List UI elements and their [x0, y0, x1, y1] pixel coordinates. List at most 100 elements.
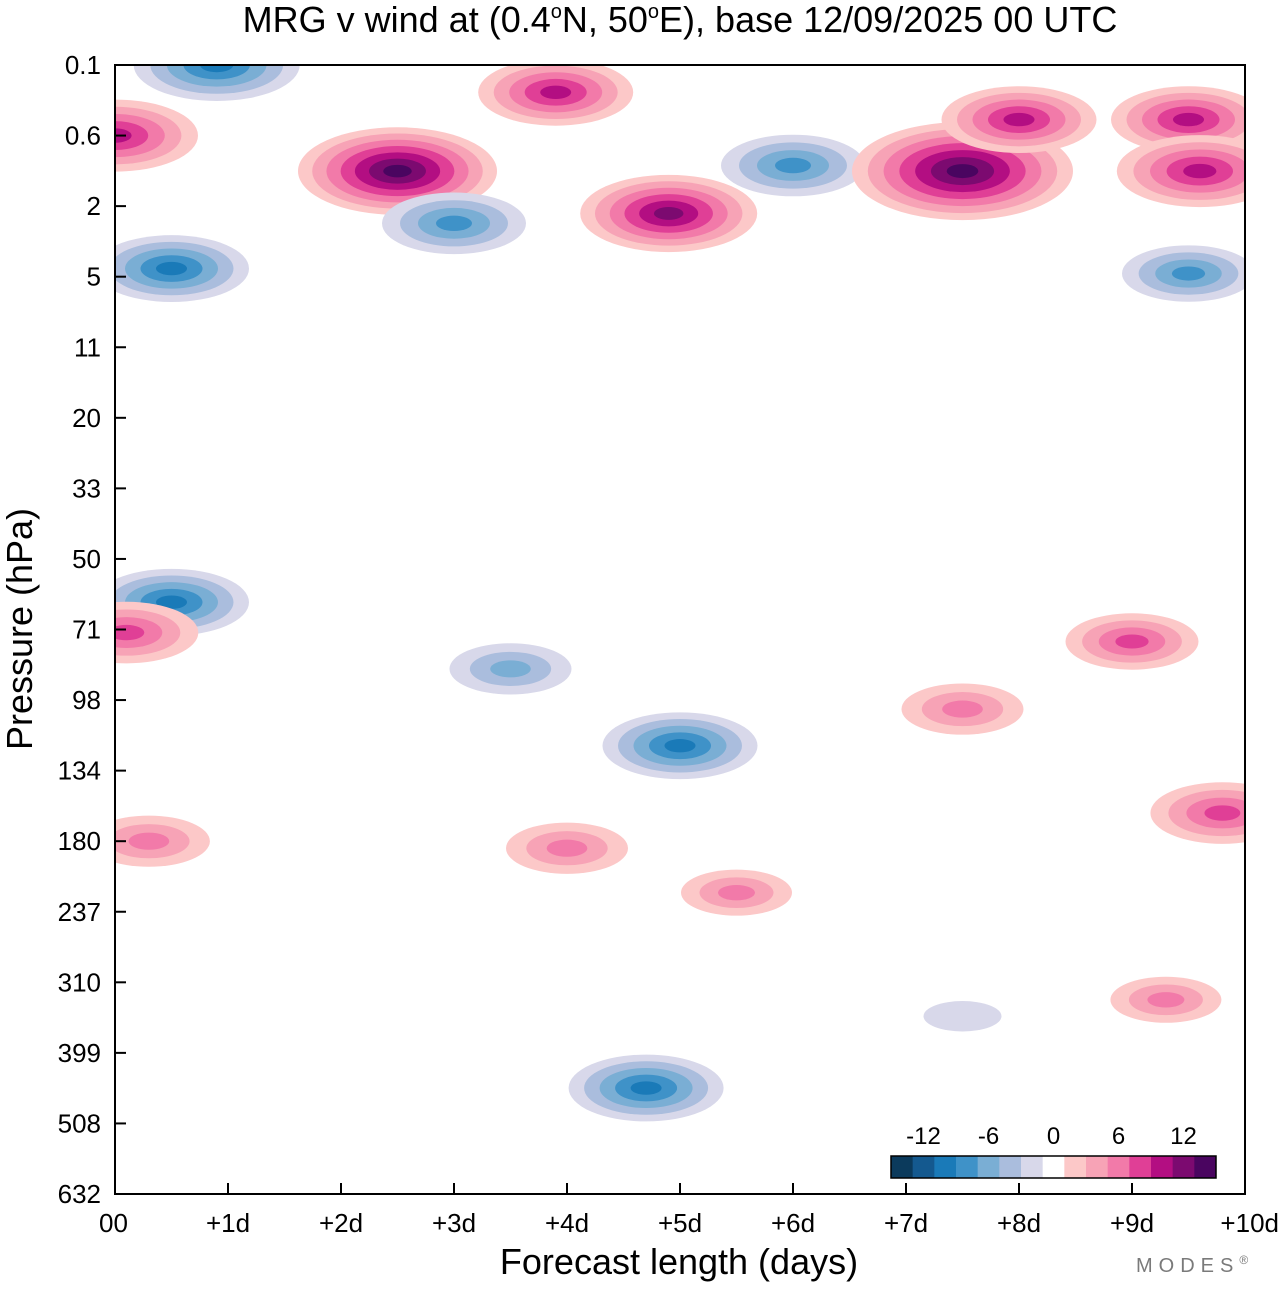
- y-axis-label: Pressure (hPa): [0, 508, 40, 750]
- colorbar-swatch: [1042, 1156, 1065, 1178]
- wind-anomaly-22: [681, 869, 792, 916]
- y-tick-label: 5: [87, 262, 101, 292]
- wind-anomaly-23: [568, 1054, 724, 1122]
- anomaly-ring: [115, 624, 145, 641]
- anomaly-ring: [1003, 112, 1035, 127]
- y-tick-label: 98: [72, 685, 101, 715]
- anomaly-ring: [630, 1081, 662, 1095]
- wind-anomaly-18: [1065, 613, 1199, 670]
- y-tick-label: 180: [58, 826, 101, 856]
- wind-anomaly-8: [852, 122, 1073, 221]
- anomaly-ring: [546, 839, 588, 857]
- colorbar-tick-label: 6: [1112, 1123, 1125, 1150]
- x-tick-label: 00: [99, 1208, 128, 1238]
- wind-anomaly-12: [1122, 245, 1245, 302]
- x-tick-label: +5d: [658, 1208, 702, 1238]
- y-tick-label: 134: [58, 756, 101, 786]
- wind-anomaly-5: [478, 65, 634, 126]
- wind-anomaly-4: [382, 192, 526, 255]
- colorbar-swatch: [977, 1156, 1000, 1178]
- anomaly-ring: [1183, 163, 1217, 179]
- colorbar-swatch: [1064, 1156, 1087, 1178]
- anomaly-ring: [540, 85, 572, 99]
- x-tick-label: +10d: [1220, 1208, 1279, 1238]
- anomaly-ring: [383, 164, 412, 178]
- anomaly-ring: [775, 157, 811, 174]
- wind-anomaly-7: [721, 134, 865, 197]
- colorbar-swatch: [1107, 1156, 1130, 1178]
- y-axis: 0.1 0.6 2 5 11 20 33 50 71 98 134 180 237 310 399 508 63…: [58, 50, 126, 1209]
- x-tick-label: +3d: [432, 1208, 476, 1238]
- y-tick-label: 399: [58, 1038, 101, 1068]
- wind-anomaly-24: [923, 1001, 1002, 1032]
- colorbar-tick-label: -6: [978, 1123, 999, 1150]
- wind-anomaly-6: [580, 174, 758, 253]
- wind-anomaly-2: [115, 235, 249, 302]
- colorbar-swatch: [1151, 1156, 1174, 1178]
- colorbar-tick-label: -12: [906, 1123, 941, 1150]
- x-tick-label: +6d: [771, 1208, 815, 1238]
- colorbar-swatch: [934, 1156, 957, 1178]
- wind-anomaly-21: [506, 822, 628, 874]
- y-tick-label: 50: [72, 544, 101, 574]
- y-tick-label: 33: [72, 473, 101, 503]
- y-tick-label: 632: [58, 1179, 101, 1209]
- x-tick-label: +1d: [206, 1208, 250, 1238]
- y-tick-label: 0.1: [65, 50, 101, 80]
- x-axis: 00 +1d +2d +3d +4d +5d +6d +7d +8d +9d +10d: [99, 1183, 1279, 1238]
- anomaly-ring: [490, 660, 531, 678]
- colorbar-swatch: [891, 1156, 914, 1178]
- anomaly-ring: [1173, 112, 1204, 127]
- anomaly-ring: [1147, 992, 1185, 1008]
- y-tick-label: 20: [72, 403, 101, 433]
- x-tick-label: +2d: [319, 1208, 363, 1238]
- x-tick-label: +8d: [997, 1208, 1041, 1238]
- wind-anomaly-11: [1116, 135, 1245, 208]
- wind-anomaly-25: [1110, 976, 1222, 1023]
- colorbar-swatch: [1129, 1156, 1152, 1178]
- anomaly-ring: [128, 832, 170, 850]
- colorbar-swatch: [1021, 1156, 1044, 1178]
- x-tick-label: +9d: [1110, 1208, 1154, 1238]
- wind-anomaly-17: [901, 683, 1024, 735]
- y-tick-label: 508: [58, 1108, 101, 1138]
- brand-logo: MODES®: [1136, 1253, 1248, 1277]
- colorbar-swatch: [999, 1156, 1022, 1178]
- chart-title: MRG v wind at (0.4oN, 50oE), base 12/09/…: [243, 0, 1118, 40]
- x-tick-label: +7d: [884, 1208, 928, 1238]
- anomaly-ring: [942, 700, 983, 718]
- colorbar: -12 -6 0 6 12: [890, 1123, 1217, 1179]
- wind-anomaly-14: [115, 601, 199, 664]
- colorbar-swatch: [912, 1156, 935, 1178]
- y-tick-label: 0.6: [65, 121, 101, 151]
- anomaly-ring: [653, 207, 684, 220]
- y-tick-label: 237: [58, 897, 101, 927]
- y-tick-label: 2: [87, 191, 101, 221]
- anomaly-ring: [923, 1001, 1002, 1032]
- anomaly-ring: [156, 595, 187, 609]
- anomaly-ring: [156, 261, 187, 276]
- colorbar-swatch: [1194, 1156, 1217, 1178]
- colorbar-swatch: [1086, 1156, 1109, 1178]
- anomaly-ring: [1115, 634, 1149, 649]
- wind-anomaly-0: [115, 99, 198, 172]
- anomaly-ring: [1204, 805, 1241, 821]
- y-tick-label: 71: [72, 615, 101, 645]
- colorbar-frame: [890, 1155, 1217, 1179]
- wind-anomaly-20: [115, 815, 210, 867]
- wind-anomaly-15: [449, 643, 572, 695]
- wind-anomaly-9: [941, 86, 1097, 153]
- anomaly-ring: [436, 215, 472, 232]
- anomaly-ring: [946, 164, 979, 179]
- x-tick-label: +4d: [545, 1208, 589, 1238]
- anomaly-ring: [664, 739, 696, 753]
- colorbar-swatch: [956, 1156, 979, 1178]
- anomaly-ring: [1171, 266, 1206, 281]
- colorbar-tick-label: 0: [1047, 1123, 1060, 1150]
- anomaly-ring: [718, 884, 755, 901]
- y-tick-label: 11: [74, 332, 101, 362]
- anomaly-ring: [200, 65, 234, 73]
- wind-anomaly-19: [1150, 782, 1245, 844]
